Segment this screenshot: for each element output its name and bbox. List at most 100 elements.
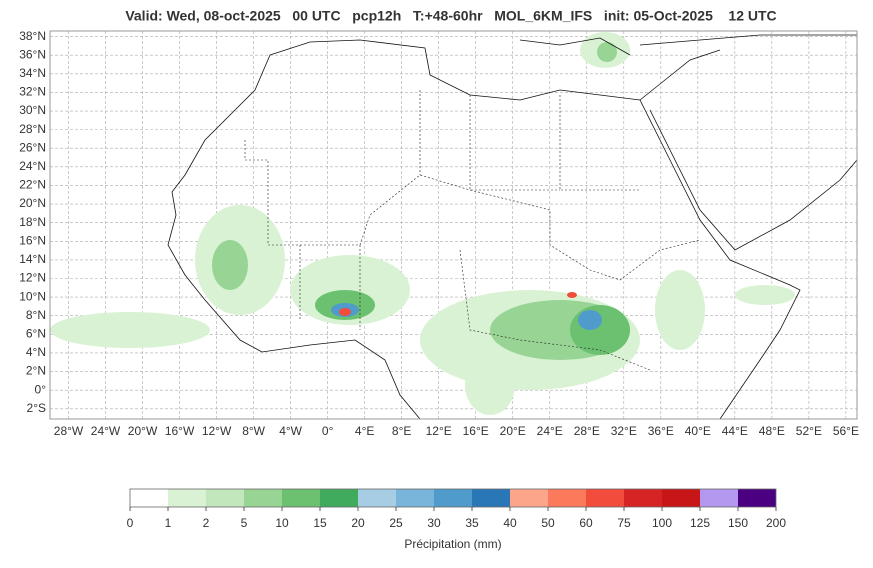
lat-tick-label: 14°N xyxy=(19,252,46,266)
colorbar-segment xyxy=(358,489,396,507)
precip-area xyxy=(570,305,630,355)
lat-tick-label: 2°N xyxy=(26,364,46,378)
lon-tick-label: 24°W xyxy=(91,424,121,438)
lon-tick-label: 12°E xyxy=(426,424,452,438)
coastline xyxy=(519,34,857,56)
border xyxy=(244,140,701,281)
lat-tick-label: 38°N xyxy=(19,29,46,43)
colorbar-tick-label: 200 xyxy=(766,516,786,530)
map-title: Valid: Wed, 08-oct-2025 00 UTC pcp12h T:… xyxy=(125,8,776,24)
colorbar-segment xyxy=(320,489,358,507)
precip-area xyxy=(655,270,705,350)
colorbar-tick-label: 60 xyxy=(579,516,593,530)
colorbar-tick-label: 10 xyxy=(275,516,289,530)
lat-tick-label: 12°N xyxy=(19,271,46,285)
colorbar-tick-label: 5 xyxy=(241,516,248,530)
precipitation-field xyxy=(50,32,795,415)
colorbar-tick-label: 1 xyxy=(165,516,172,530)
lon-tick-label: 28°E xyxy=(574,424,600,438)
colorbar: 0 1 2 5 10 15 20 25 30 35 40 50 60 75 100 125 150 200 xyxy=(127,488,786,530)
colorbar-tick-label: 0 xyxy=(127,516,134,530)
lat-tick-label: 24°N xyxy=(19,159,46,173)
coastline xyxy=(639,49,858,251)
lon-tick-label: 36°E xyxy=(648,424,674,438)
lon-tick-label: 12°W xyxy=(202,424,232,438)
grid xyxy=(50,31,857,419)
colorbar-segment xyxy=(130,489,168,507)
colorbar-segment xyxy=(168,489,206,507)
colorbar-segment xyxy=(396,489,434,507)
lon-tick-label: 4°W xyxy=(279,424,302,438)
lat-tick-label: 6°N xyxy=(26,327,46,341)
colorbar-frame xyxy=(129,488,777,508)
lon-tick-label: 40°E xyxy=(685,424,711,438)
lon-tick-label: 20°E xyxy=(500,424,526,438)
lon-tick-label: 28°W xyxy=(54,424,84,438)
precip-area xyxy=(578,310,602,330)
lat-tick-label: 2°S xyxy=(27,401,46,415)
lat-tick-label: 10°N xyxy=(19,289,46,303)
coastline xyxy=(269,39,801,420)
colorbar-segment xyxy=(738,489,776,507)
lat-tick-label: 18°N xyxy=(19,215,46,229)
precip-area xyxy=(567,292,577,298)
colorbar-tick-label: 2 xyxy=(203,516,210,530)
lon-tick-label: 16°E xyxy=(463,424,489,438)
borders xyxy=(244,90,701,371)
colorbar-segment xyxy=(434,489,472,507)
lon-tick-label: 8°E xyxy=(392,424,411,438)
colorbar-segment xyxy=(548,489,586,507)
colorbar-label: Précipitation (mm) xyxy=(404,537,501,551)
precip-area xyxy=(339,308,351,316)
colorbar-segment xyxy=(282,489,320,507)
colorbar-segment xyxy=(510,489,548,507)
colorbar-segment xyxy=(662,489,700,507)
lat-tick-label: 0° xyxy=(35,382,47,396)
lat-tick-label: 8°N xyxy=(26,308,46,322)
colorbar-tick-label: 40 xyxy=(503,516,517,530)
precip-area xyxy=(465,355,515,415)
lon-tick-label: 0° xyxy=(322,424,334,438)
border xyxy=(299,90,651,371)
lon-tick-label: 8°W xyxy=(242,424,265,438)
lon-tick-label: 24°E xyxy=(537,424,563,438)
lat-tick-label: 30°N xyxy=(19,103,46,117)
lat-tick-label: 4°N xyxy=(26,345,46,359)
lon-tick-label: 44°E xyxy=(722,424,748,438)
colorbar-segment xyxy=(206,489,244,507)
lon-tick-label: 20°W xyxy=(128,424,158,438)
precip-area xyxy=(735,285,795,305)
colorbar-tick-label: 125 xyxy=(690,516,710,530)
lat-tick-label: 28°N xyxy=(19,122,46,136)
colorbar-segment xyxy=(586,489,624,507)
lon-tick-label: 4°E xyxy=(355,424,374,438)
lat-tick-label: 34°N xyxy=(19,66,46,80)
colorbar-tick-label: 50 xyxy=(541,516,555,530)
colorbar-tick-label: 75 xyxy=(617,516,631,530)
colorbar-tick-label: 30 xyxy=(427,516,441,530)
colorbar-tick-label: 20 xyxy=(351,516,365,530)
lat-tick-label: 32°N xyxy=(19,85,46,99)
precip-area xyxy=(50,312,210,348)
colorbar-segment xyxy=(472,489,510,507)
colorbar-segment xyxy=(244,489,282,507)
colorbar-segment xyxy=(700,489,738,507)
coastline xyxy=(167,54,421,420)
colorbar-segment xyxy=(624,489,662,507)
lat-tick-label: 26°N xyxy=(19,140,46,154)
lat-tick-label: 22°N xyxy=(19,178,46,192)
colorbar-tick-label: 15 xyxy=(313,516,327,530)
coastlines xyxy=(167,34,858,420)
precip-area xyxy=(212,240,248,290)
lon-tick-label: 52°E xyxy=(796,424,822,438)
map-frame xyxy=(49,30,858,420)
precip-area xyxy=(597,42,617,62)
colorbar-tick-label: 150 xyxy=(728,516,748,530)
lon-tick-label: 48°E xyxy=(759,424,785,438)
lat-tick-label: 16°N xyxy=(19,233,46,247)
lon-tick-label: 56°E xyxy=(833,424,859,438)
lon-tick-label: 32°E xyxy=(611,424,637,438)
lat-tick-label: 36°N xyxy=(19,47,46,61)
colorbar-tick-label: 100 xyxy=(652,516,672,530)
